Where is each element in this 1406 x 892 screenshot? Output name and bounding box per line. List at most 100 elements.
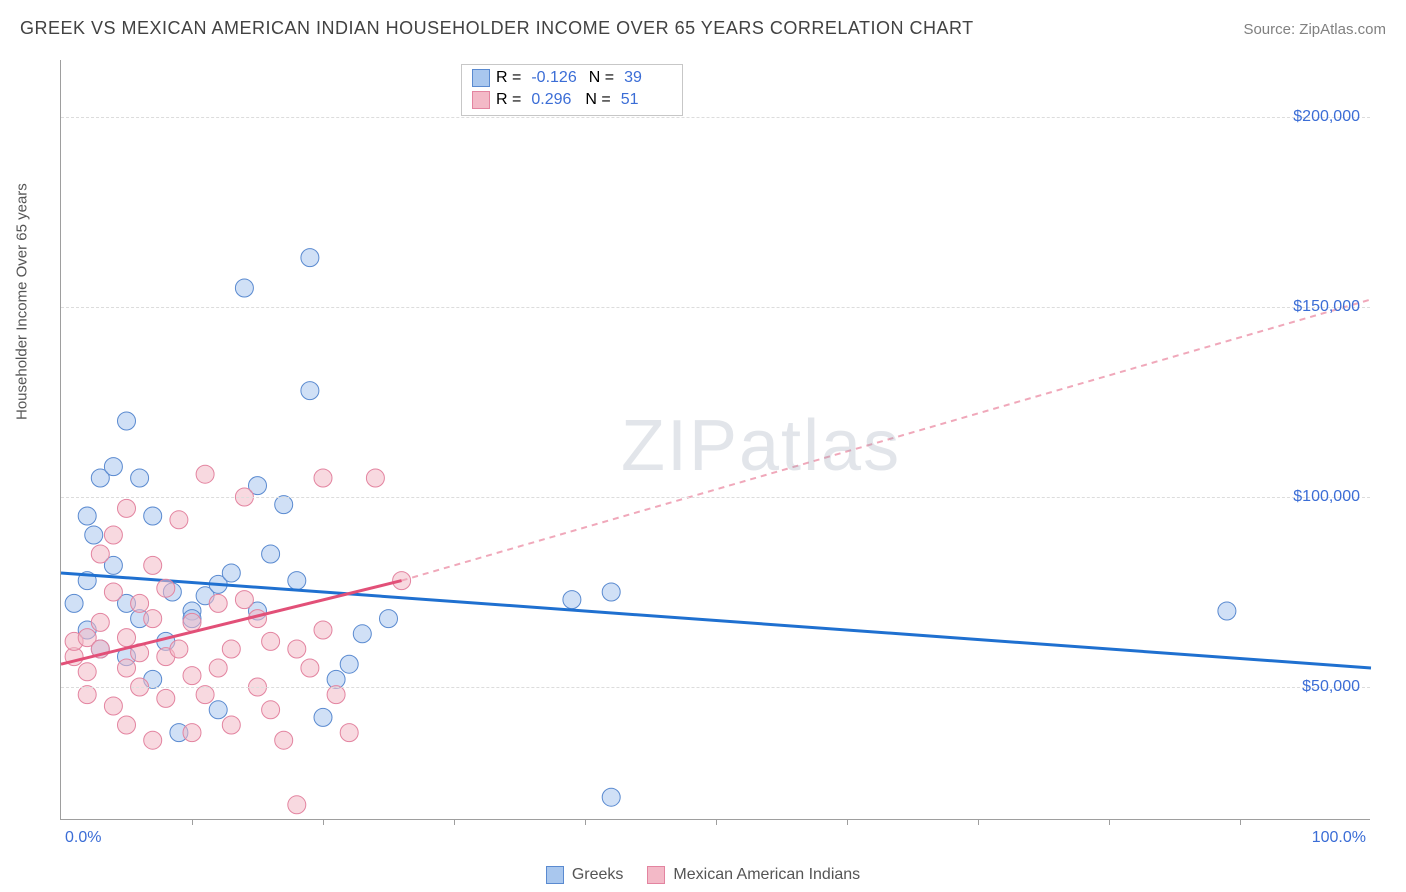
x-axis-min-label: 0.0% xyxy=(65,829,101,847)
scatter-plot: R = -0.126 N = 39 R = 0.296 N = 51 ZIPat… xyxy=(60,60,1370,820)
legend-item-greeks: Greeks xyxy=(546,866,624,884)
data-point xyxy=(144,610,162,628)
data-point xyxy=(366,469,384,487)
data-point xyxy=(65,594,83,612)
plot-svg xyxy=(61,60,1371,820)
x-tick xyxy=(585,819,586,825)
gridline xyxy=(61,307,1370,308)
data-point xyxy=(275,496,293,514)
swatch-mexican xyxy=(472,91,490,109)
data-point xyxy=(222,716,240,734)
data-point xyxy=(602,583,620,601)
data-point xyxy=(340,655,358,673)
x-tick xyxy=(454,819,455,825)
data-point xyxy=(288,640,306,658)
data-point xyxy=(301,249,319,267)
legend-label-mexican: Mexican American Indians xyxy=(673,866,860,884)
data-point xyxy=(262,701,280,719)
y-tick-label: $200,000 xyxy=(1293,108,1360,126)
data-point xyxy=(340,724,358,742)
x-tick xyxy=(847,819,848,825)
data-point xyxy=(301,659,319,677)
gridline xyxy=(61,117,1370,118)
data-point xyxy=(157,579,175,597)
data-point xyxy=(209,701,227,719)
data-point xyxy=(563,591,581,609)
n-value-greeks: 39 xyxy=(620,69,672,87)
data-point xyxy=(131,469,149,487)
data-point xyxy=(262,545,280,563)
data-point xyxy=(196,465,214,483)
data-point xyxy=(196,686,214,704)
data-point xyxy=(104,697,122,715)
data-point xyxy=(235,591,253,609)
data-point xyxy=(157,689,175,707)
data-point xyxy=(118,499,136,517)
x-tick xyxy=(323,819,324,825)
legend: Greeks Mexican American Indians xyxy=(0,866,1406,884)
data-point xyxy=(183,613,201,631)
y-tick-label: $100,000 xyxy=(1293,488,1360,506)
data-point xyxy=(144,556,162,574)
y-axis-label: Householder Income Over 65 years xyxy=(14,183,31,420)
data-point xyxy=(85,526,103,544)
stats-row-mexican: R = 0.296 N = 51 xyxy=(472,89,672,111)
data-point xyxy=(118,659,136,677)
data-point xyxy=(118,629,136,647)
data-point xyxy=(144,731,162,749)
r-value-mexican: 0.296 xyxy=(527,91,579,109)
data-point xyxy=(170,640,188,658)
correlation-stats-box: R = -0.126 N = 39 R = 0.296 N = 51 xyxy=(461,64,683,116)
data-point xyxy=(104,526,122,544)
data-point xyxy=(131,594,149,612)
data-point xyxy=(314,621,332,639)
data-point xyxy=(288,796,306,814)
data-point xyxy=(118,412,136,430)
data-point xyxy=(104,458,122,476)
r-value-greeks: -0.126 xyxy=(527,69,582,87)
data-point xyxy=(183,724,201,742)
data-point xyxy=(170,511,188,529)
data-point xyxy=(602,788,620,806)
x-tick xyxy=(192,819,193,825)
data-point xyxy=(314,469,332,487)
data-point xyxy=(91,545,109,563)
trend-line-dashed xyxy=(402,299,1371,580)
y-tick-label: $50,000 xyxy=(1302,678,1360,696)
data-point xyxy=(262,632,280,650)
chart-title: GREEK VS MEXICAN AMERICAN INDIAN HOUSEHO… xyxy=(20,18,974,39)
gridline xyxy=(61,687,1370,688)
data-point xyxy=(222,640,240,658)
data-point xyxy=(104,583,122,601)
data-point xyxy=(327,686,345,704)
n-value-mexican: 51 xyxy=(617,91,669,109)
data-point xyxy=(183,667,201,685)
data-point xyxy=(91,613,109,631)
data-point xyxy=(118,716,136,734)
x-tick xyxy=(1240,819,1241,825)
data-point xyxy=(144,507,162,525)
x-tick xyxy=(978,819,979,825)
legend-swatch-greeks xyxy=(546,866,564,884)
data-point xyxy=(314,708,332,726)
legend-swatch-mexican xyxy=(647,866,665,884)
gridline xyxy=(61,497,1370,498)
data-point xyxy=(78,686,96,704)
y-tick-label: $150,000 xyxy=(1293,298,1360,316)
data-point xyxy=(301,382,319,400)
data-point xyxy=(78,663,96,681)
stats-row-greeks: R = -0.126 N = 39 xyxy=(472,67,672,89)
data-point xyxy=(1218,602,1236,620)
legend-label-greeks: Greeks xyxy=(572,866,624,884)
legend-item-mexican: Mexican American Indians xyxy=(647,866,860,884)
data-point xyxy=(222,564,240,582)
chart-source: Source: ZipAtlas.com xyxy=(1243,21,1386,38)
data-point xyxy=(235,279,253,297)
data-point xyxy=(353,625,371,643)
data-point xyxy=(380,610,398,628)
data-point xyxy=(288,572,306,590)
x-tick xyxy=(716,819,717,825)
data-point xyxy=(209,594,227,612)
x-axis-max-label: 100.0% xyxy=(1312,829,1366,847)
x-tick xyxy=(1109,819,1110,825)
